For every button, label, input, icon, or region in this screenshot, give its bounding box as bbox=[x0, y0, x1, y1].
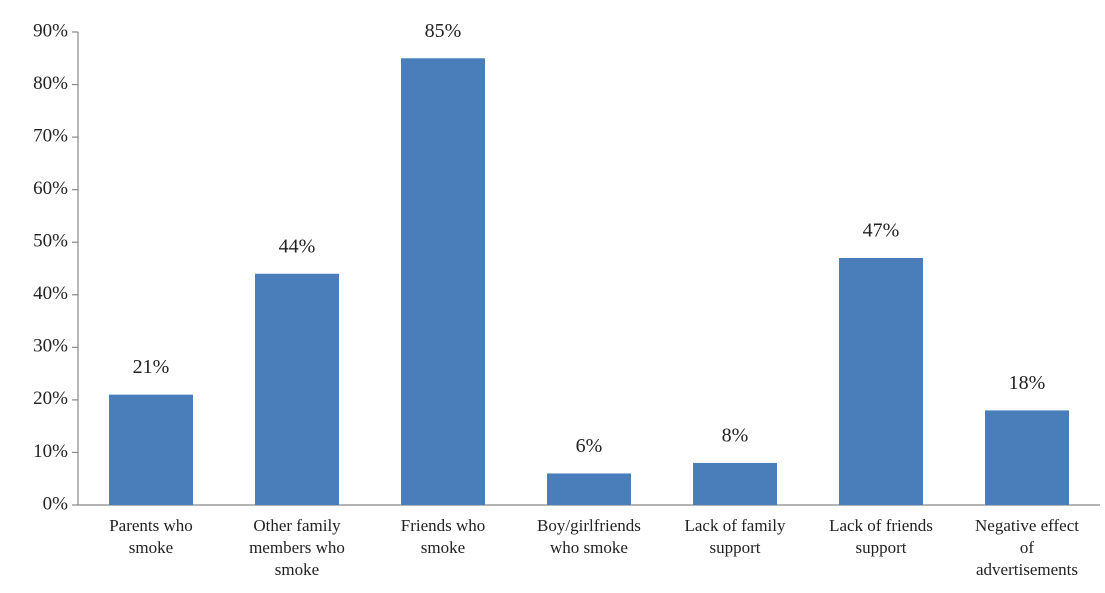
y-tick-label: 20% bbox=[33, 388, 68, 409]
x-tick-label: Boy/girlfriends who smoke bbox=[537, 516, 641, 557]
data-label: 85% bbox=[425, 20, 462, 42]
x-tick-label: Parents who smoke bbox=[109, 516, 193, 557]
x-tick-label: Lack of family support bbox=[684, 516, 786, 557]
data-label: 44% bbox=[279, 235, 316, 257]
x-tick-label: Negative effect of advertisements bbox=[975, 516, 1079, 579]
x-tick-label: Other family members who smoke bbox=[249, 516, 345, 579]
y-tick-label: 0% bbox=[43, 493, 69, 514]
y-tick-label: 30% bbox=[33, 336, 68, 357]
y-tick-label: 80% bbox=[33, 73, 68, 94]
y-tick-label: 40% bbox=[33, 283, 68, 304]
y-tick-label: 60% bbox=[33, 178, 68, 199]
bar bbox=[401, 58, 485, 506]
y-tick-label: 10% bbox=[33, 441, 68, 462]
y-tick-label: 70% bbox=[33, 125, 68, 146]
data-label: 21% bbox=[133, 356, 170, 378]
bar bbox=[255, 273, 339, 505]
data-label: 8% bbox=[722, 425, 749, 447]
bar bbox=[547, 473, 631, 505]
data-label: 18% bbox=[1009, 372, 1046, 394]
y-tick-label: 50% bbox=[33, 231, 68, 252]
x-tick-label: Lack of friends support bbox=[829, 516, 933, 557]
bar bbox=[985, 410, 1069, 505]
data-label: 6% bbox=[576, 435, 603, 457]
y-tick-label: 90% bbox=[33, 20, 68, 41]
x-tick-label: Friends who smoke bbox=[401, 516, 486, 557]
data-label: 47% bbox=[863, 220, 900, 242]
bar bbox=[109, 394, 193, 505]
bar bbox=[693, 462, 777, 505]
bar bbox=[839, 257, 923, 505]
